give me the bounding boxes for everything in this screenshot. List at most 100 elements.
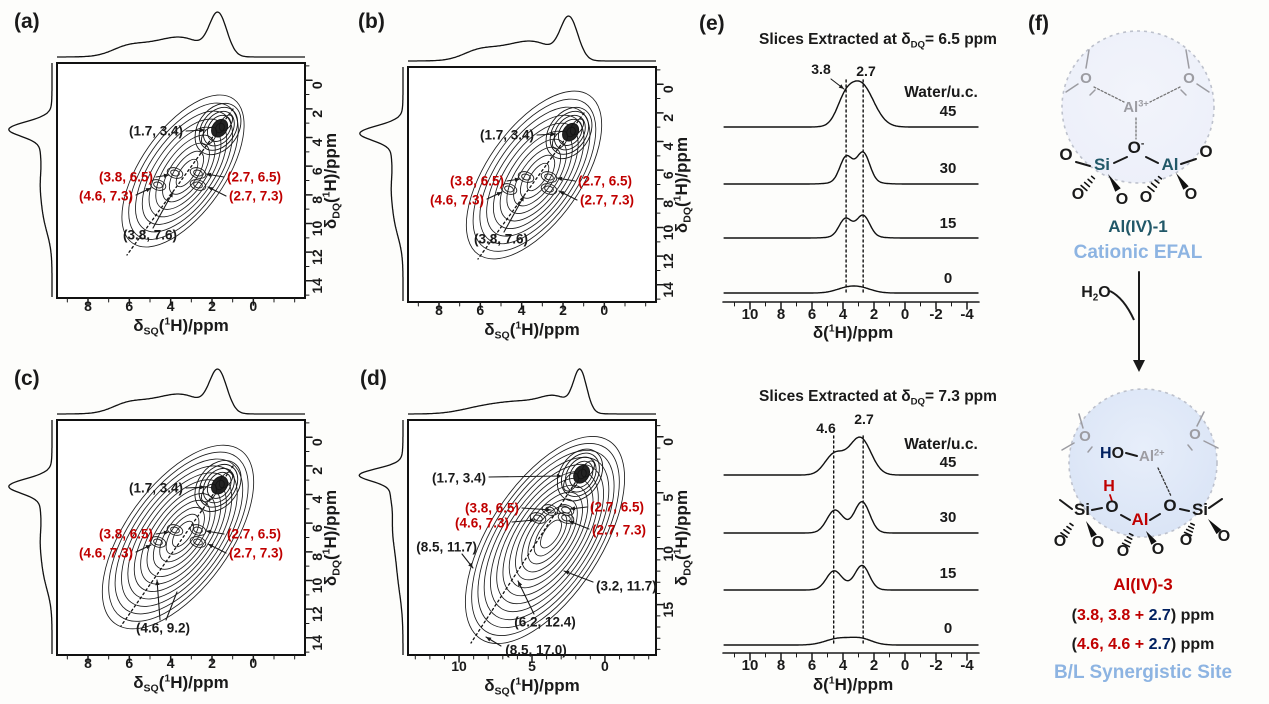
- slice-trace: [723, 80, 979, 128]
- projection-top: [57, 368, 305, 415]
- peak-annotation: (3.8, 6.5): [99, 170, 153, 185]
- text-part: 1: [164, 673, 170, 685]
- line-shape: [1059, 499, 1073, 510]
- text-part: H: [1081, 284, 1093, 301]
- framework-o: O: [1183, 70, 1195, 87]
- framework-o: O: [1189, 426, 1201, 443]
- contour-level: [477, 449, 615, 629]
- line-shape: [152, 191, 174, 229]
- cluster-contour: [556, 448, 604, 502]
- cluster-contour: [202, 467, 235, 504]
- line-shape: [1069, 522, 1074, 527]
- peak-annotation: (3.2, 11.7): [596, 579, 657, 594]
- line-shape: [1121, 542, 1131, 548]
- ellipse-shape: [551, 130, 569, 150]
- line-shape: [1124, 539, 1132, 544]
- text-part: SQ: [495, 330, 510, 342]
- text-part: δ: [133, 316, 143, 335]
- text-part: SQ: [495, 686, 510, 698]
- x-tick-label: -2: [929, 657, 942, 674]
- peak-ring: [541, 504, 559, 516]
- o-atom: O: [1180, 532, 1192, 549]
- axis-title-x: δ(1H)/ppm: [813, 323, 893, 343]
- contour-level: [540, 519, 562, 549]
- line-shape: [1180, 89, 1187, 96]
- trace-label: 30: [940, 160, 957, 177]
- arrowhead-icon: [519, 196, 524, 202]
- wedge-bond: [1108, 174, 1121, 192]
- y-tick-label: 12: [660, 253, 676, 269]
- text-part: H)/ppm: [835, 675, 894, 694]
- cluster-contour: [198, 106, 239, 151]
- line-shape: [1185, 528, 1194, 533]
- panel-2d-b: 8 6 4 2 002468101214δSQ(1H)/ppmδDQ(1H)/ppm(b…: [358, 10, 694, 342]
- cluster-contour: [557, 118, 583, 146]
- si-atom: Si: [1192, 500, 1208, 519]
- y-tick-label: 10: [660, 546, 676, 562]
- cluster-contour: [560, 452, 600, 497]
- y-tick-label: 6: [309, 524, 325, 532]
- axis-title-x: δSQ(1H)/ppm: [484, 320, 580, 342]
- contour-group: [464, 436, 626, 644]
- slice-trace: [723, 564, 979, 591]
- x-tick-label: 0: [901, 306, 909, 323]
- cluster-contour: [549, 110, 590, 155]
- arrowhead-icon: [145, 188, 151, 193]
- peak-annotation: (2.7, 6.5): [578, 174, 632, 189]
- peak-annotation: (1.7, 3.4): [480, 128, 534, 143]
- text-part: δ: [484, 320, 494, 339]
- wedge-bond: [1208, 519, 1222, 535]
- x-tick-label: 8: [84, 655, 92, 671]
- line-shape: [1150, 182, 1158, 189]
- slice-title: Slices Extracted at δDQ= 6.5 ppm: [759, 31, 997, 50]
- peak-ring: [149, 179, 167, 191]
- contour-level: [121, 94, 245, 248]
- o-atom: O: [1163, 496, 1176, 515]
- text-part: δ: [321, 219, 340, 229]
- peak-ring: [189, 179, 207, 191]
- line-shape: [1061, 442, 1075, 451]
- text-part: δ(: [813, 323, 829, 342]
- text-part: (: [159, 316, 165, 335]
- h2o-label: H2O: [1081, 284, 1111, 304]
- si-atom: Si: [1074, 500, 1090, 519]
- contour-group: [121, 94, 245, 256]
- arrowhead-icon: [199, 128, 205, 133]
- ellipse-shape: [581, 460, 595, 478]
- x-tick-label: 4: [839, 306, 848, 323]
- peak-annotation: (3.8, 7.6): [123, 228, 177, 243]
- o-atom: O: [1185, 186, 1197, 203]
- x-tick-label: -2: [929, 306, 942, 323]
- text-part: H)/ppm: [672, 137, 691, 196]
- peak-annotation: (2.7, 6.5): [590, 500, 644, 515]
- peak-ring: [529, 512, 547, 524]
- y-tick-label: 6: [309, 167, 325, 175]
- peak-annotation: (4.6, 7.3): [455, 516, 509, 531]
- y-tick-label: 4: [660, 142, 676, 150]
- peak-annotation: (4.6, 7.3): [79, 546, 133, 561]
- line-shape: [1120, 514, 1131, 521]
- water-uc-label: Water/u.c.: [904, 436, 978, 453]
- peak-ring: [149, 536, 167, 548]
- text-part: δ: [672, 576, 691, 586]
- text-part: Slices Extracted at δ: [759, 31, 911, 48]
- peak-ring: [545, 506, 555, 514]
- text-part: H)/ppm: [521, 676, 580, 695]
- x-tick-label: 5: [528, 658, 536, 674]
- line-shape: [1154, 179, 1160, 184]
- line-shape: [1083, 181, 1091, 188]
- text-part: = 7.3 ppm: [925, 388, 997, 405]
- projection-top: [57, 11, 305, 58]
- line-shape: [1065, 83, 1079, 93]
- species-circle-top: [1061, 30, 1215, 184]
- contour-level: [172, 520, 194, 548]
- peak-annotation: (4.6, 7.3): [79, 189, 133, 204]
- line-shape: [1087, 446, 1093, 453]
- y-tick-label: 0: [309, 438, 325, 446]
- text-part: H)/ppm: [321, 133, 340, 192]
- text-part: 1: [164, 316, 170, 328]
- contour-level: [175, 158, 199, 188]
- ellipse-shape: [563, 472, 579, 492]
- line-shape: [1187, 444, 1193, 451]
- contour-level: [486, 114, 585, 237]
